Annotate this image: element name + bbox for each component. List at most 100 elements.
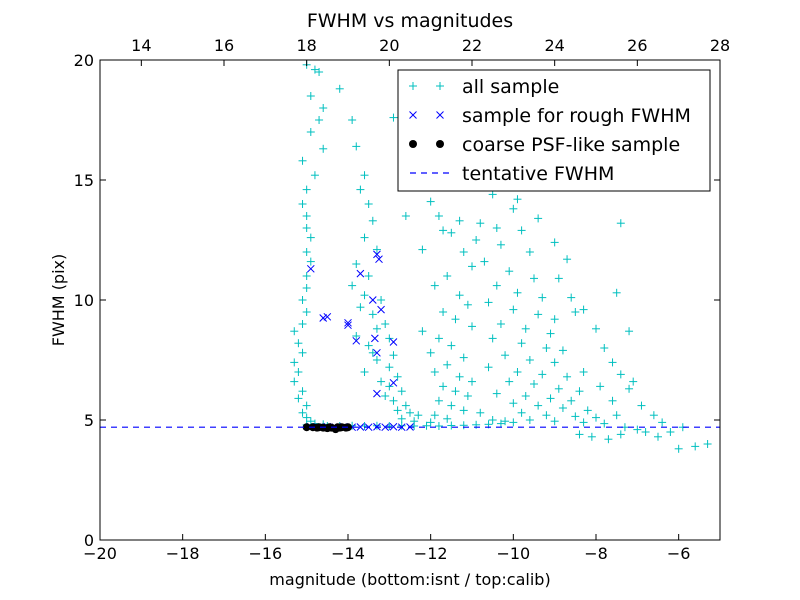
data-point: [476, 408, 485, 417]
data-point: [401, 401, 410, 410]
data-point: [563, 255, 572, 264]
legend-label: all sample: [462, 76, 559, 98]
data-point: [468, 377, 476, 386]
data-point: [302, 212, 311, 220]
axis-ticks-layer: −20 −18 −16 −14 −12 −10 −8 −6 0 5 10 15 20 14 16 18 20 22…: [74, 36, 731, 563]
data-point: [455, 372, 464, 381]
data-point: [534, 214, 543, 223]
data-point: [612, 288, 621, 297]
data-point: [530, 274, 538, 283]
data-point: [298, 408, 307, 417]
top-tick-label: 18: [296, 36, 316, 55]
data-point: [542, 344, 551, 352]
data-point: [375, 255, 383, 264]
legend-swatch: [436, 140, 444, 148]
data-point: [352, 142, 361, 151]
data-point: [397, 387, 406, 396]
data-point: [443, 414, 452, 423]
data-point: [637, 401, 646, 410]
data-point: [306, 264, 315, 273]
data-point: [604, 435, 613, 444]
data-point: [592, 324, 600, 333]
data-point: [352, 336, 361, 345]
data-point: [567, 396, 576, 405]
data-point: [505, 377, 514, 386]
data-point: [298, 156, 307, 165]
legend-swatch: [409, 82, 417, 90]
data-point: [302, 284, 311, 292]
data-point: [360, 291, 369, 300]
data-point: [352, 260, 361, 268]
data-point: [430, 411, 439, 420]
data-point: [596, 382, 605, 391]
data-point: [389, 422, 398, 431]
y-tick-label: 10: [74, 291, 94, 310]
data-point: [310, 171, 319, 180]
data-point: [381, 423, 390, 432]
data-point: [488, 190, 497, 199]
data-point: [546, 329, 555, 338]
data-point: [608, 396, 617, 405]
data-point: [608, 358, 617, 367]
data-point: [373, 389, 381, 398]
data-point: [319, 144, 328, 153]
data-point: [550, 417, 559, 426]
data-point: [393, 406, 402, 415]
data-point: [571, 308, 580, 316]
data-point: [550, 315, 559, 324]
data-point: [575, 387, 584, 396]
data-point: [290, 327, 299, 336]
data-point: [625, 327, 634, 336]
data-point: [371, 334, 379, 343]
data-points-layer: [100, 60, 720, 453]
data-point: [633, 425, 642, 434]
data-point: [298, 320, 307, 328]
data-point: [298, 296, 307, 304]
x-tick-label: −14: [331, 544, 365, 563]
x-tick-label: −10: [496, 544, 530, 563]
data-point: [294, 394, 303, 403]
series-2: [302, 423, 352, 434]
legend-label: tentative FWHM: [462, 163, 614, 185]
data-point: [509, 418, 518, 427]
legend-swatch: [436, 111, 444, 119]
data-point: [315, 68, 324, 76]
data-point: [368, 348, 377, 357]
legend-label: sample for rough FWHM: [462, 105, 691, 127]
data-point: [290, 358, 299, 367]
data-point: [509, 204, 518, 213]
data-point: [496, 419, 505, 428]
legend-box: [397, 69, 711, 192]
top-tick-label: 14: [131, 36, 151, 55]
data-point: [364, 272, 373, 280]
top-tick-label: 22: [462, 36, 482, 55]
data-point: [306, 128, 315, 136]
data-point: [356, 303, 365, 312]
data-point: [298, 387, 307, 396]
y-tick-label: 5: [84, 411, 94, 430]
data-point: [550, 238, 559, 247]
data-point: [563, 372, 572, 381]
data-point: [368, 216, 377, 225]
data-point: [579, 368, 588, 376]
data-point: [550, 358, 559, 367]
data-point: [517, 408, 526, 417]
data-point: [509, 305, 518, 314]
data-point: [616, 370, 625, 379]
data-point: [472, 236, 481, 244]
data-point: [430, 368, 439, 376]
data-point: [480, 257, 489, 266]
x-tick-label: −16: [248, 544, 282, 563]
data-point: [389, 338, 398, 346]
data-point: [360, 233, 369, 242]
data-point: [455, 216, 464, 225]
data-point: [302, 272, 311, 280]
data-point: [372, 245, 381, 254]
data-point: [393, 372, 402, 381]
data-point: [496, 240, 505, 249]
data-point: [360, 368, 369, 376]
data-point: [468, 322, 476, 331]
data-point: [352, 332, 361, 340]
y-tick-label: 20: [74, 51, 94, 70]
data-point: [302, 423, 311, 432]
